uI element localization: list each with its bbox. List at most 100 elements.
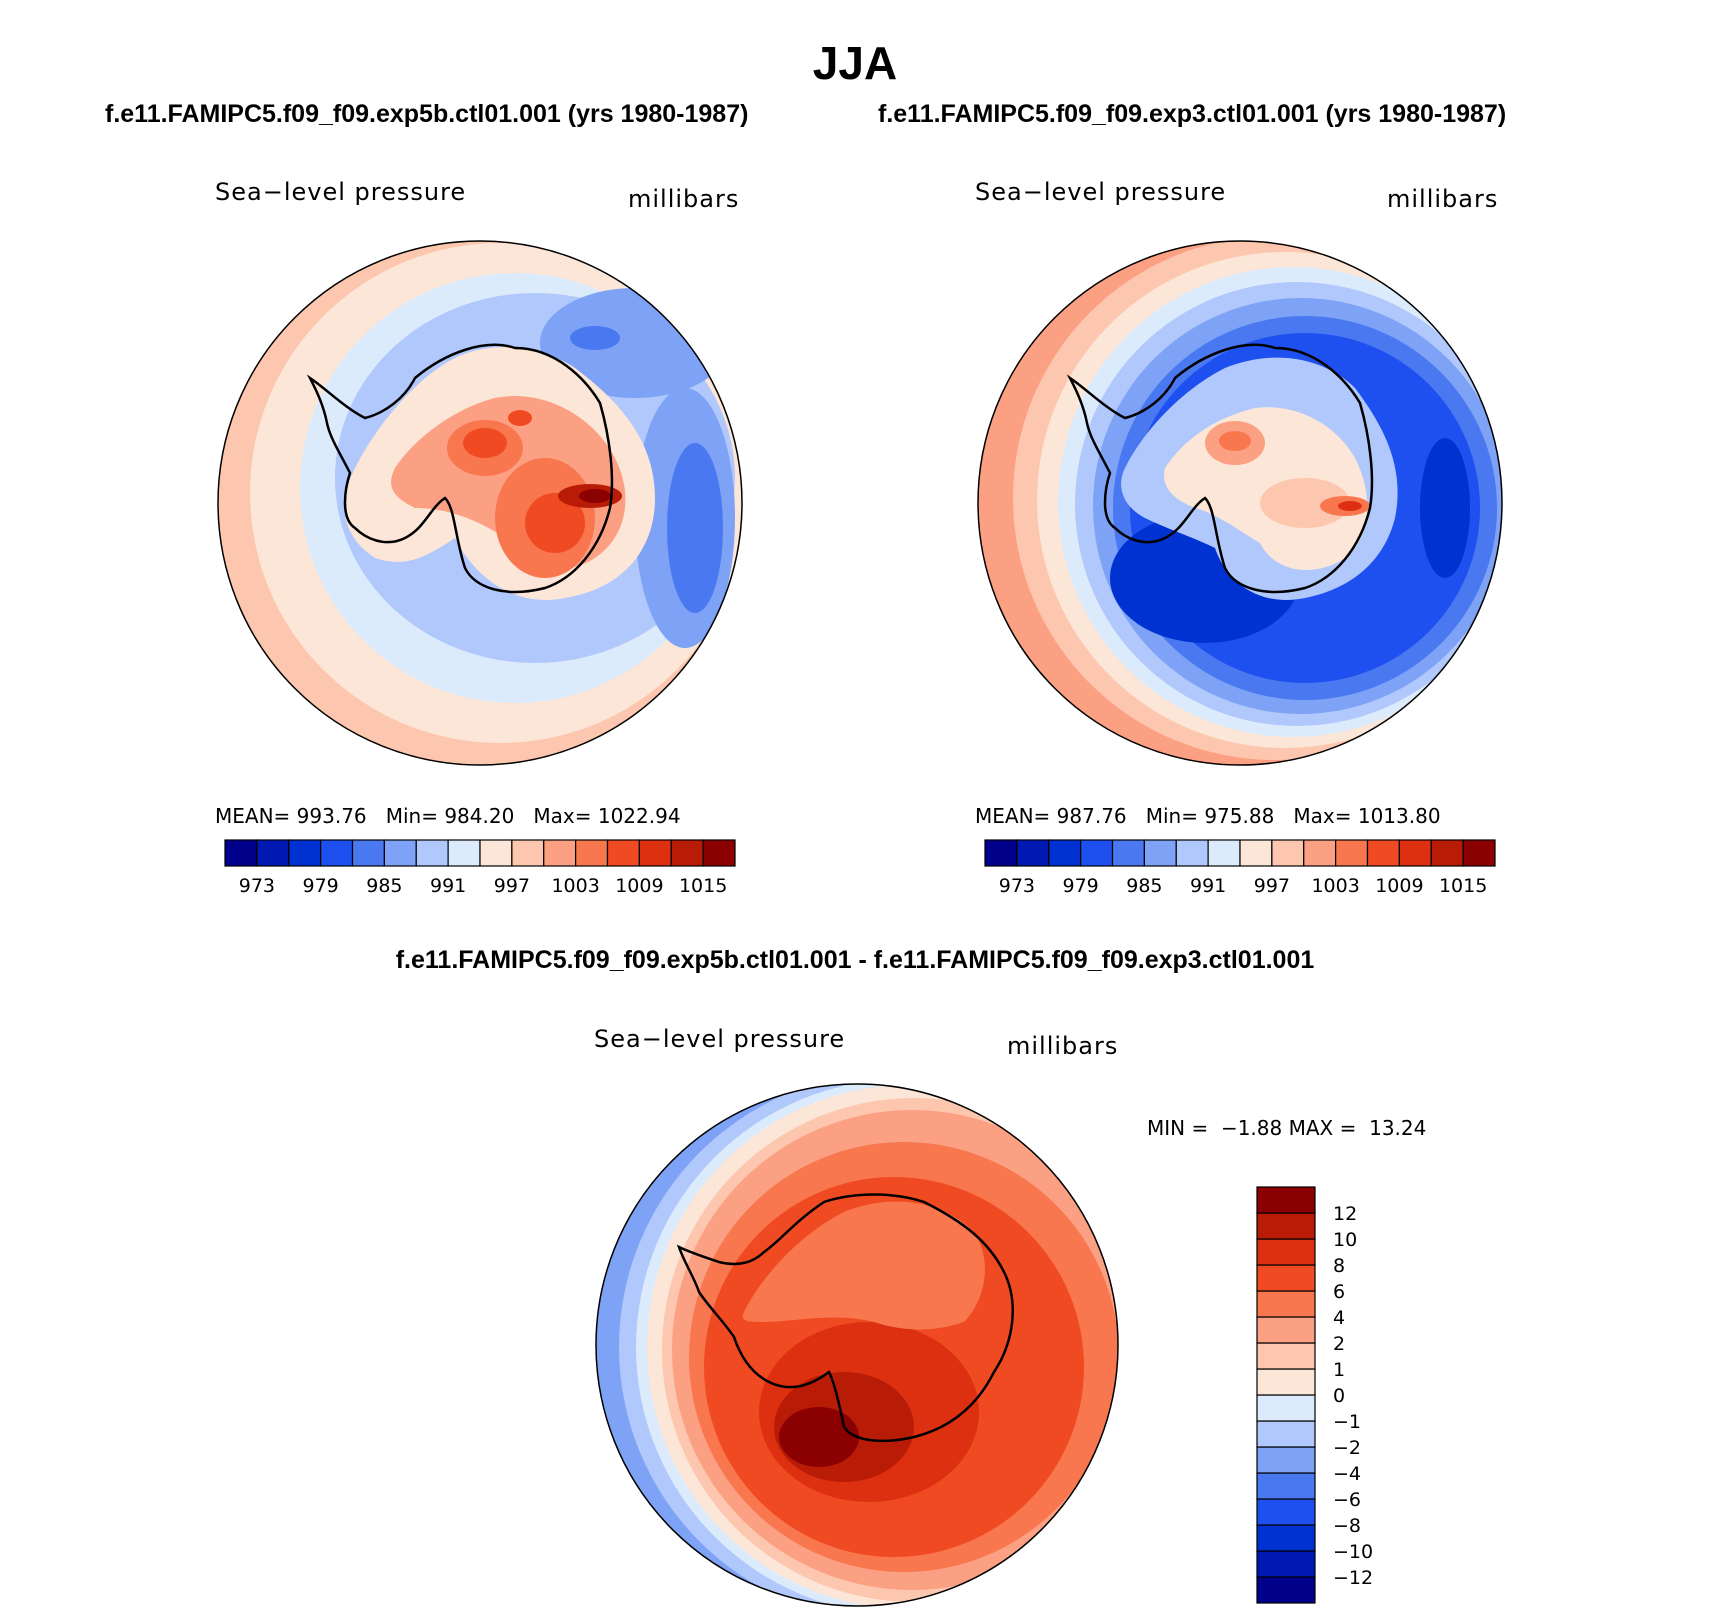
difference-colorbar-tick-label: 2 (1333, 1333, 1345, 1355)
difference-colorbar-box (1256, 1342, 1316, 1370)
panel-1-colorbar-tick-label: 1015 (679, 875, 727, 897)
panel-2-case-title: f.e11.FAMIPC5.f09_f09.exp3.ctl01.001 (yr… (878, 100, 1507, 128)
difference-colorbar-box (1256, 1264, 1316, 1292)
panel-1-colorbar-box (256, 839, 290, 867)
difference-colorbar-box (1256, 1576, 1316, 1604)
panel-2-colorbar-box (1143, 839, 1177, 867)
difference-colorbar-tick-label: 6 (1333, 1281, 1345, 1303)
panel-1-min-label: Min= (385, 804, 438, 828)
difference-colorbar-tick-label: 4 (1333, 1307, 1345, 1329)
panel-2-colorbar-tick-label: 991 (1190, 875, 1226, 897)
difference-colorbar-tick-label: 8 (1333, 1255, 1345, 1277)
difference-colorbar-box (1256, 1420, 1316, 1448)
panel-2-min-value: 975.88 (1204, 804, 1275, 828)
panel-1-colorbar-box (511, 839, 545, 867)
panel-1-colorbar: 973 979 985 991 997 1003 1009 1015 (224, 839, 736, 897)
panel-2-max-value: 1013.80 (1357, 804, 1441, 828)
panel-1-colorbar-box (543, 839, 577, 867)
panel-1-colorbar-tick-label: 1009 (615, 875, 663, 897)
difference-colorbar-tick-label: −2 (1333, 1437, 1361, 1459)
difference-colorbar-box (1256, 1368, 1316, 1396)
panel-2-max-label: Max= (1293, 804, 1352, 828)
panel-1-colorbar-box (638, 839, 672, 867)
difference-colorbar-box (1256, 1524, 1316, 1552)
panel-1-variable-label: Sea−level pressure (215, 178, 467, 206)
panel-2-units-label: millibars (1387, 185, 1499, 213)
difference-map (595, 1083, 1119, 1607)
panel-1-colorbar-box (224, 839, 258, 867)
panel-2-colorbar-box (1175, 839, 1209, 867)
panel-2-colorbar-tick-label: 1009 (1375, 875, 1423, 897)
panel-2-colorbar-box (1462, 839, 1496, 867)
difference-colorbar-tick-label: −10 (1333, 1541, 1373, 1563)
panel-1-colorbar-tick-label: 1003 (551, 875, 599, 897)
panel-2-colorbar-box (1271, 839, 1305, 867)
panel-1-colorbar-tick-label: 985 (366, 875, 402, 897)
panel-2-colorbar-tick-label: 979 (1062, 875, 1098, 897)
difference-colorbar-box (1256, 1472, 1316, 1500)
difference-colorbar-box (1256, 1238, 1316, 1266)
panel-1-colorbar-box (575, 839, 609, 867)
panel-2-colorbar: 973 979 985 991 997 1003 1009 1015 (984, 839, 1496, 897)
panel-1-colorbar-box (479, 839, 513, 867)
panel-2-mean-label: MEAN= (975, 804, 1051, 828)
difference-colorbar-box (1256, 1394, 1316, 1422)
panel-2-colorbar-box (1335, 839, 1369, 867)
panel-1-colorbar-box (320, 839, 354, 867)
difference-max-value: 13.24 (1369, 1116, 1427, 1140)
difference-colorbar-tick-label: 1 (1333, 1359, 1345, 1381)
difference-min-label: MIN = (1147, 1116, 1209, 1140)
panel-1-colorbar-box (606, 839, 640, 867)
panel-1-colorbar-box (351, 839, 385, 867)
difference-colorbar-tick-label: 10 (1333, 1229, 1357, 1251)
panel-1-colorbar-box (702, 839, 736, 867)
difference-title: f.e11.FAMIPC5.f09_f09.exp5b.ctl01.001 - … (395, 946, 1315, 974)
panel-2-colorbar-tick-label: 1015 (1439, 875, 1487, 897)
panel-1-stats: MEAN= 993.76 Min= 984.20 Max= 1022.94 (215, 804, 681, 828)
panel-2-map (977, 240, 1503, 766)
panel-1-colorbar-tick-label: 979 (302, 875, 338, 897)
panel-2-colorbar-box (1398, 839, 1432, 867)
panel-2-variable-label: Sea−level pressure (975, 178, 1227, 206)
difference-minmax: MIN = −1.88 MAX = 13.24 (1147, 1116, 1426, 1140)
difference-colorbar-tick-label: 12 (1333, 1203, 1357, 1225)
panel-1-colorbar-box (447, 839, 481, 867)
difference-colorbar-box (1256, 1290, 1316, 1318)
panel-2-colorbar-box (1048, 839, 1082, 867)
panel-1-map (217, 240, 743, 766)
panel-1-mean-label: MEAN= (215, 804, 291, 828)
panel-1-max-label: Max= (533, 804, 592, 828)
panel-2-colorbar-box (1080, 839, 1114, 867)
difference-colorbar-box (1256, 1498, 1316, 1526)
panel-2-colorbar-box (984, 839, 1018, 867)
difference-max-label: MAX = (1288, 1116, 1357, 1140)
difference-colorbar-box (1256, 1186, 1316, 1214)
difference-variable-label: Sea−level pressure (594, 1025, 846, 1053)
panel-2-colorbar-box (1239, 839, 1273, 867)
panel-2-colorbar-box (1207, 839, 1241, 867)
difference-colorbar-box (1256, 1212, 1316, 1240)
panel-1-colorbar-box (415, 839, 449, 867)
panel-2-colorbar-tick-label: 997 (1254, 875, 1290, 897)
difference-min-value: −1.88 (1220, 1116, 1283, 1140)
panel-1-min-value: 984.20 (444, 804, 515, 828)
panel-2-stats: MEAN= 987.76 Min= 975.88 Max= 1013.80 (975, 804, 1441, 828)
difference-colorbar-tick-label: −12 (1333, 1567, 1373, 1589)
difference-units-label: millibars (1007, 1032, 1119, 1060)
difference-colorbar-tick-label: −8 (1333, 1515, 1361, 1537)
panel-2-colorbar-tick-label: 985 (1126, 875, 1162, 897)
panel-2-mean-value: 987.76 (1056, 804, 1127, 828)
panel-1-mean-value: 993.76 (296, 804, 367, 828)
panel-2-colorbar-box (1016, 839, 1050, 867)
page-title: JJA (812, 37, 898, 89)
difference-colorbar-tick-label: −4 (1333, 1463, 1361, 1485)
panel-1-colorbar-box (670, 839, 704, 867)
panel-1-colorbar-box (383, 839, 417, 867)
panel-1-colorbar-box (288, 839, 322, 867)
difference-colorbar-tick-label: 0 (1333, 1385, 1345, 1407)
difference-colorbar-tick-label: −1 (1333, 1411, 1361, 1433)
panel-1-colorbar-tick-label: 997 (494, 875, 530, 897)
panel-2-min-label: Min= (1145, 804, 1198, 828)
panel-1-max-value: 1022.94 (597, 804, 681, 828)
